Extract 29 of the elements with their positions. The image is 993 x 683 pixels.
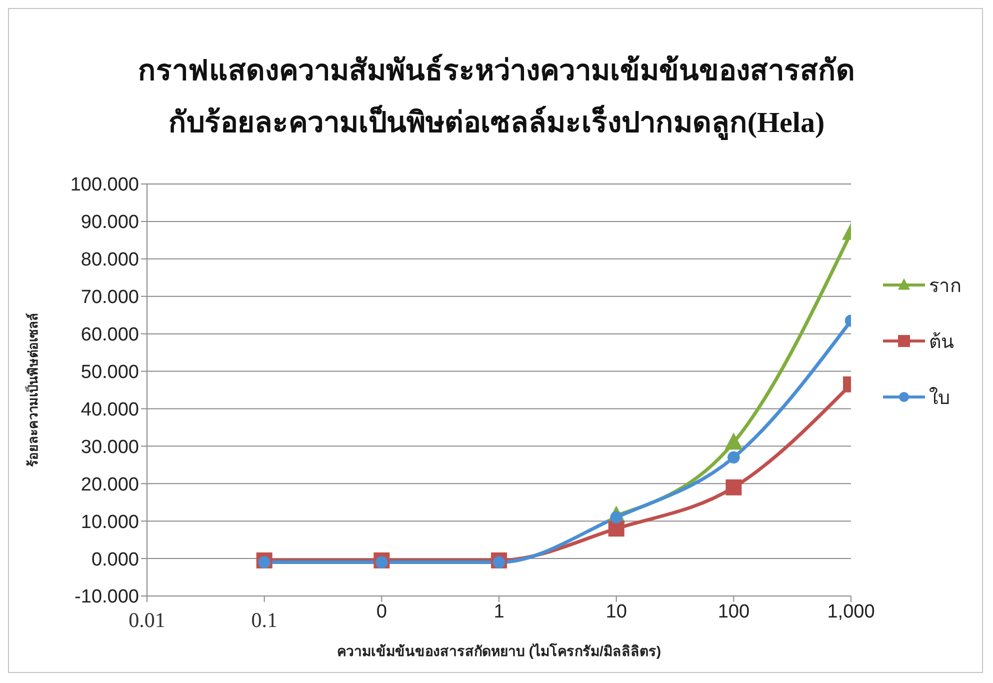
x-tick-label: 1,000 bbox=[827, 601, 875, 622]
legend-label: ราก bbox=[929, 274, 962, 298]
y-tick-label: 0.000 bbox=[91, 549, 139, 570]
point bbox=[724, 432, 743, 450]
x-tick-label: 100 bbox=[718, 601, 750, 622]
x-tick-label: 10 bbox=[606, 601, 627, 622]
point bbox=[728, 451, 740, 464]
y-tick-label: 30.000 bbox=[80, 436, 139, 458]
x-tick-label: 0 bbox=[376, 601, 387, 622]
y-tick-label: 20.000 bbox=[80, 474, 139, 496]
text: 0.1 bbox=[251, 608, 278, 632]
y-tick-label: 70.000 bbox=[80, 287, 139, 308]
text: 0.01 bbox=[128, 608, 166, 632]
y-tick-label: -10.000 bbox=[74, 586, 139, 608]
y-tick-label: 40.000 bbox=[80, 399, 139, 420]
y-tick-label: 100.000 bbox=[70, 174, 139, 196]
x-axis-title: ความเข้มข้นของสารสกัดหยาบ (ไมโครกรัม/มิลลิลิตร) bbox=[336, 642, 662, 659]
y-tick-label: 60.000 bbox=[80, 324, 139, 346]
legend-label: ต้น bbox=[929, 330, 954, 354]
y-tick-label: 80.000 bbox=[80, 250, 139, 271]
y-tick-label: 90.000 bbox=[80, 212, 139, 234]
point bbox=[726, 479, 742, 496]
point bbox=[608, 520, 624, 537]
chart-title: กราฟแสดงความสัมพันธ์ระหว่างความเข้มข้นของสารสกัด กับร้อยละความเป็นพิษต่อเซลล์มะเร็งปากมดลูก(Hela) bbox=[137, 52, 856, 142]
x-tick-label: 1 bbox=[494, 601, 504, 622]
y-axis-title: ร้อยละความเป็นพิษต่อเซลล์ bbox=[24, 313, 41, 467]
y-tick-label: 10.000 bbox=[80, 512, 139, 533]
legend-label: ใบ bbox=[929, 386, 950, 410]
y-tick-label: 50.000 bbox=[80, 362, 139, 384]
